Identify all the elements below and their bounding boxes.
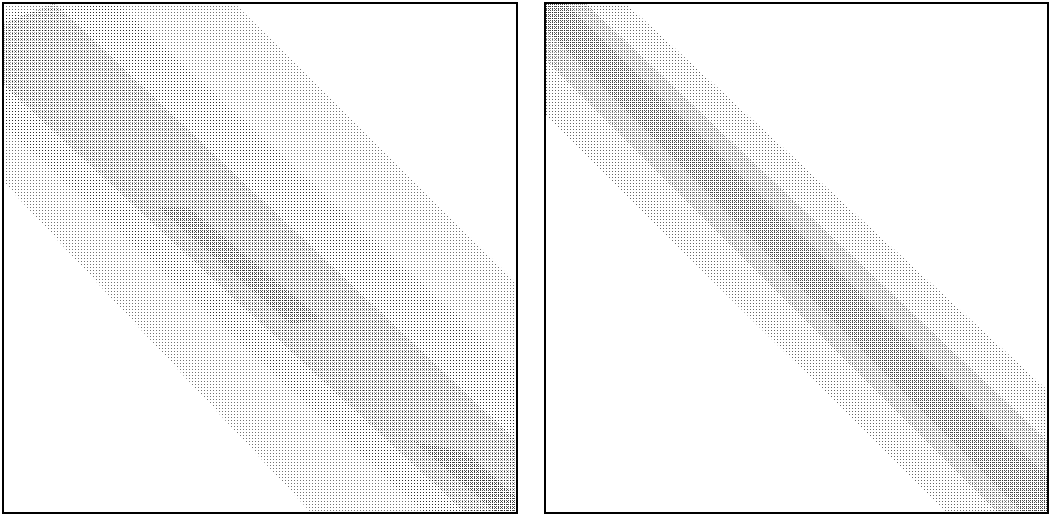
plot-frame [2,2,518,514]
plot-frame [544,2,1049,514]
sparsity-band [545,3,1048,513]
sparsity-band [157,207,322,325]
sparsity-band [3,3,517,513]
sparsity-band [414,441,517,513]
